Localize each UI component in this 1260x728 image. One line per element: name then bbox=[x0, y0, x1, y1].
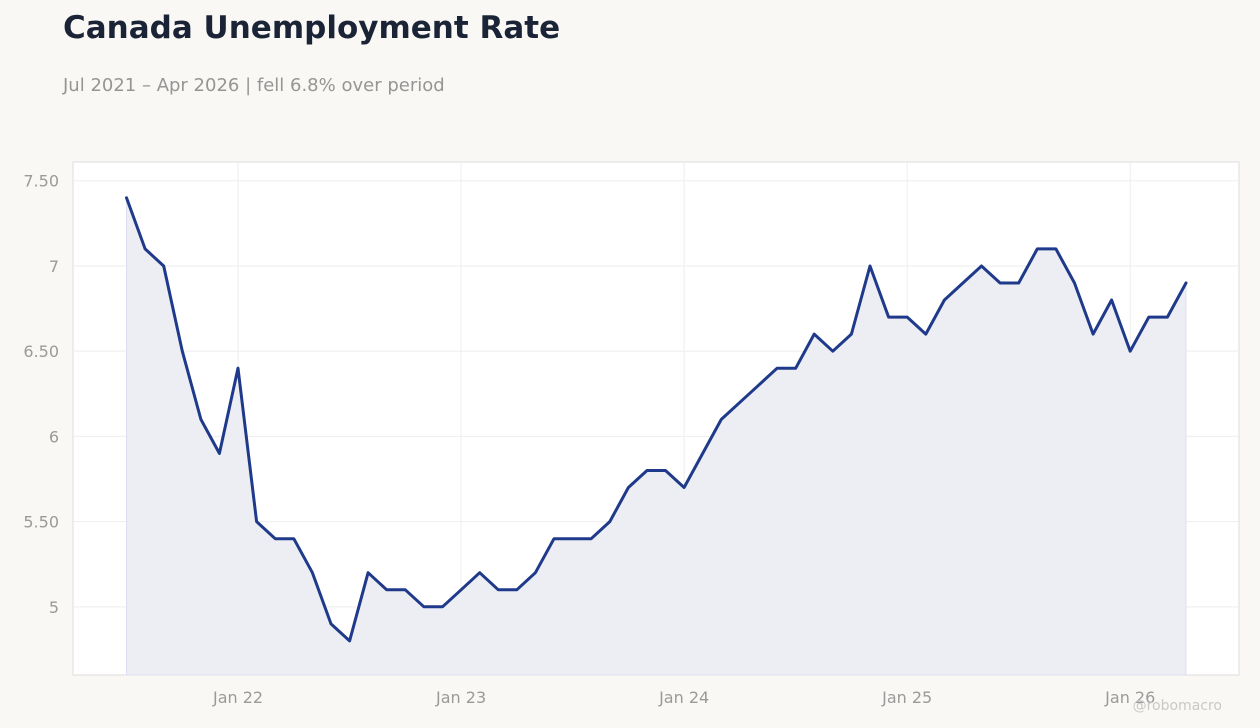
y-tick-label: 6 bbox=[49, 427, 59, 446]
x-tick-label: Jan 26 bbox=[1104, 688, 1155, 707]
series-polyline bbox=[125, 196, 1188, 643]
x-tick-label: Jan 22 bbox=[212, 688, 263, 707]
chart-subtitle: Jul 2021 – Apr 2026 | fell 6.8% over per… bbox=[63, 75, 445, 96]
x-tick-label: Jan 25 bbox=[881, 688, 932, 707]
watermark: @robomacro bbox=[1132, 698, 1222, 714]
y-tick-label: 7 bbox=[49, 257, 59, 276]
x-tick-label: Jan 23 bbox=[435, 688, 486, 707]
y-tick-label: 7.50 bbox=[23, 172, 59, 191]
y-tick-label: 6.50 bbox=[23, 342, 59, 361]
y-tick-label: 5.50 bbox=[23, 513, 59, 532]
chart-title: Canada Unemployment Rate bbox=[63, 10, 561, 46]
x-tick-label: Jan 24 bbox=[658, 688, 709, 707]
y-axis-ticks: 7.50 7 6.50 6 5.50 5 bbox=[23, 172, 59, 617]
series-line bbox=[125, 196, 1188, 643]
y-tick-label: 5 bbox=[49, 598, 59, 617]
x-axis-ticks: Jan 22 Jan 23 Jan 24 Jan 25 Jan 26 bbox=[212, 688, 1155, 707]
